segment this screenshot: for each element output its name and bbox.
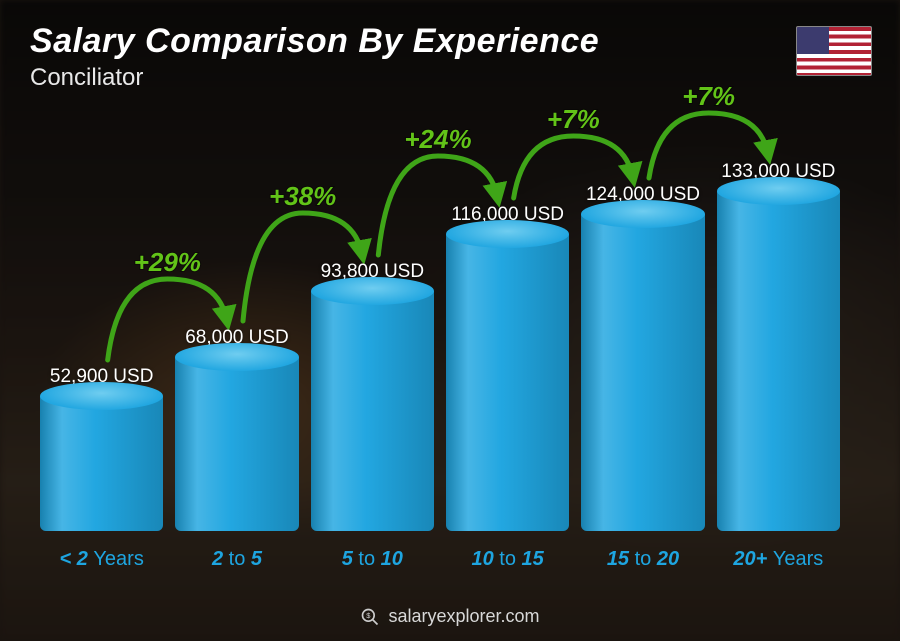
- page-title: Salary Comparison By Experience: [30, 22, 599, 61]
- bar-2: 93,800 USD: [311, 261, 434, 531]
- bar-5: 133,000 USD: [717, 161, 840, 531]
- footer: $ salaryexplorer.com: [0, 606, 900, 627]
- chart-container: Salary Comparison By Experience Concilia…: [0, 0, 900, 641]
- x-label: 5 to 10: [311, 548, 434, 571]
- page-subtitle: Conciliator: [30, 64, 143, 92]
- bar-chart: +29%+38%+24%+7%+7% 52,900 USD68,000 USD9…: [40, 120, 840, 571]
- increase-pct-label: +7%: [682, 81, 735, 111]
- x-label: 20+ Years: [717, 548, 840, 571]
- svg-text:$: $: [367, 610, 372, 619]
- x-label: < 2 Years: [40, 548, 163, 571]
- bars-group: 52,900 USD68,000 USD93,800 USD116,000 US…: [40, 120, 840, 531]
- bar-4: 124,000 USD: [581, 184, 704, 531]
- x-label: 10 to 15: [446, 548, 569, 571]
- magnifier-dollar-icon: $: [360, 607, 380, 627]
- bar-3: 116,000 USD: [446, 204, 569, 531]
- footer-site: salaryexplorer.com: [388, 606, 539, 627]
- us-flag-icon: [796, 26, 872, 76]
- bar-0: 52,900 USD: [40, 366, 163, 531]
- bar-1: 68,000 USD: [175, 327, 298, 531]
- x-axis-labels: < 2 Years 2 to 5 5 to 10 10 to 15 15 to 20 20…: [40, 548, 840, 571]
- x-label: 2 to 5: [175, 548, 298, 571]
- x-label: 15 to 20: [581, 548, 704, 571]
